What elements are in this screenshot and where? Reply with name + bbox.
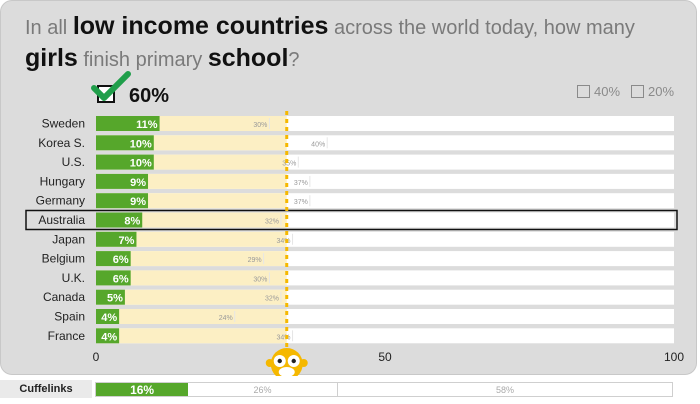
results-correct-segment: 16% [96, 383, 189, 397]
correct-value-label: 6% [113, 254, 129, 266]
correct-value-label: 11% [136, 119, 158, 131]
correct-value-label: 4% [101, 331, 117, 343]
guess-value-label: 30% [253, 122, 267, 129]
correct-bar [96, 173, 149, 189]
correct-value-label: 9% [130, 196, 146, 208]
monkey-icon-ear [299, 359, 308, 367]
question-highlight: girls [25, 44, 78, 72]
guess-value-label: 34% [277, 238, 291, 245]
x-axis-tick-label: 100 [664, 350, 684, 364]
quiz-card: In all low income countries across the w… [0, 0, 697, 376]
country-label: Germany [36, 194, 85, 208]
correct-value-label: 9% [130, 177, 146, 189]
guess-zone-bar [96, 251, 287, 267]
correct-value-label: 5% [107, 293, 123, 305]
correct-value-label: 10% [130, 138, 152, 150]
guess-value-label: 37% [294, 199, 308, 206]
results-wrong-segment: 58% [495, 384, 514, 395]
correct-bar [96, 289, 125, 305]
results-label: Cuffelinks [0, 380, 92, 398]
country-label: Canada [43, 290, 85, 304]
guess-zone-bar [96, 309, 287, 324]
country-label: Sweden [42, 117, 85, 131]
correct-value-label: 6% [113, 273, 129, 285]
option-label: 20% [648, 84, 675, 99]
correct-bar [96, 135, 154, 151]
monkey-icon-ear [265, 359, 274, 367]
guess-zone-bar [96, 328, 287, 344]
guess-value-label: 30% [253, 276, 267, 283]
correct-value-label: 7% [119, 235, 135, 247]
correct-bar [96, 193, 149, 209]
correct-bar [96, 231, 137, 247]
correct-bar [96, 212, 143, 228]
question-highlight: low income countries [72, 12, 329, 40]
country-label: Belgium [42, 252, 85, 266]
correct-value-label: 8% [124, 216, 140, 228]
country-label: Spain [54, 310, 85, 324]
guess-zone-bar [96, 289, 287, 305]
monkey-icon-pupil [277, 358, 282, 364]
correct-bar [96, 328, 120, 344]
country-label: Korea S. [38, 136, 85, 150]
country-label: U.S. [62, 155, 85, 169]
correct-bar [96, 116, 160, 131]
correct-value-label: 4% [101, 312, 117, 324]
country-label: Australia [38, 213, 85, 227]
guess-value-label: 35% [282, 161, 296, 168]
question-text: In all low income countries across the w… [25, 11, 665, 75]
correct-bar [96, 251, 131, 267]
guess-value-label: 32% [265, 296, 279, 303]
option-label: 40% [594, 84, 621, 99]
correct-bar [96, 270, 131, 286]
option-20-percent[interactable]: 20% [631, 84, 674, 99]
results-middle-segment: 26% [188, 383, 338, 396]
guess-value-label: 32% [265, 219, 279, 226]
correct-value-label: 10% [130, 158, 152, 170]
checkmark-icon [91, 71, 131, 101]
guess-value-label: 37% [294, 180, 308, 187]
option-40-percent[interactable]: 40% [577, 84, 620, 99]
question-highlight: school [207, 44, 289, 72]
guess-zone-bar [96, 270, 287, 286]
monkey-icon-mouth [278, 367, 295, 376]
country-bar-chart: Sweden 11% 30% Korea S. 10% 40% U.S. 10% 35% Hung… [25, 111, 684, 376]
country-label: Hungary [40, 174, 85, 188]
option-checkbox[interactable] [631, 85, 644, 98]
correct-bar [96, 309, 120, 324]
option-checkbox[interactable] [577, 85, 590, 98]
guess-value-label: 24% [219, 315, 233, 322]
guess-zone-bar [96, 231, 287, 247]
country-label: France [48, 329, 86, 343]
question-part: finish primary [77, 49, 208, 71]
results-bar: 16% 26% 58% [95, 382, 673, 397]
results-row: Cuffelinks 16% 26% 58% [0, 379, 700, 401]
question-part: across the world today, how many [328, 17, 635, 39]
x-axis-tick-label: 0 [93, 350, 100, 364]
monkey-icon-head [270, 348, 303, 376]
monkey-icon-pupil [291, 358, 296, 364]
highlight-row-frame [25, 209, 678, 231]
correct-bar [96, 154, 154, 170]
question-part: ? [288, 49, 300, 71]
country-label: Japan [52, 232, 85, 246]
x-axis-tick-label: 50 [378, 350, 392, 364]
question-part: In all [25, 17, 73, 39]
country-label: U.K. [62, 271, 85, 285]
guess-value-label: 34% [277, 334, 291, 341]
guess-zone-bar [96, 212, 287, 228]
guess-value-label: 29% [248, 257, 262, 264]
guess-value-label: 40% [311, 141, 325, 148]
answer-label: 60% [129, 85, 170, 107]
